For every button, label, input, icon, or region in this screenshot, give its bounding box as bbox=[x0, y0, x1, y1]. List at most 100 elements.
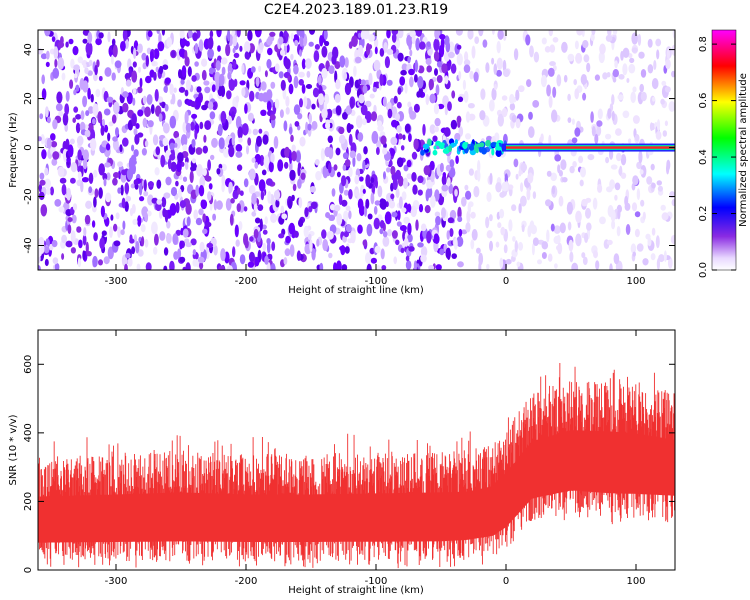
heatmap-cell bbox=[131, 113, 137, 127]
colorbar-tick-label: 0.0 bbox=[698, 262, 709, 278]
heatmap-cell bbox=[640, 91, 647, 102]
heatmap-cell bbox=[93, 169, 98, 178]
heatmap-cell bbox=[228, 145, 235, 158]
heatmap-cell bbox=[647, 64, 654, 74]
heatmap-cell bbox=[671, 70, 675, 78]
heatmap-cell bbox=[660, 98, 665, 105]
heatmap-cell bbox=[266, 241, 271, 254]
heatmap-cell bbox=[65, 90, 70, 102]
heatmap-cell bbox=[227, 71, 232, 80]
heatmap-cell bbox=[491, 87, 497, 101]
heatmap-cell bbox=[433, 38, 440, 52]
heatmap-cell bbox=[403, 216, 410, 224]
heatmap-cell bbox=[651, 78, 659, 90]
heatmap-cell bbox=[84, 67, 89, 74]
heatmap-cell bbox=[262, 134, 269, 145]
heatmap-cell bbox=[220, 110, 227, 124]
heatmap-cell bbox=[167, 158, 172, 170]
heatmap-cell bbox=[275, 63, 280, 72]
heatmap-cell bbox=[230, 198, 235, 204]
heatmap-cell bbox=[486, 191, 492, 203]
heatmap-cell bbox=[309, 186, 316, 193]
heatmap-cell bbox=[530, 224, 537, 235]
heatmap-cell bbox=[251, 211, 257, 217]
heatmap-cell bbox=[400, 145, 405, 151]
heatmap-cell bbox=[193, 163, 198, 171]
heatmap-cell bbox=[370, 177, 375, 183]
heatmap-cell bbox=[44, 30, 51, 37]
heatmap-cell bbox=[51, 240, 58, 248]
heatmap-cell bbox=[188, 30, 193, 39]
heatmap-cell bbox=[547, 253, 553, 262]
heatmap-cell bbox=[441, 184, 449, 192]
heatmap-cell bbox=[665, 58, 671, 70]
heatmap-cell bbox=[429, 124, 436, 134]
heatmap-cell bbox=[235, 151, 243, 158]
heatmap-cell bbox=[284, 146, 290, 158]
heatmap-cell bbox=[254, 256, 260, 267]
heatmap-cell bbox=[200, 199, 208, 210]
heatmap-cell bbox=[647, 38, 653, 48]
heatmap-cell bbox=[479, 142, 485, 148]
heatmap-cell bbox=[515, 173, 519, 180]
heatmap-cell bbox=[362, 188, 366, 194]
heatmap-cell bbox=[423, 165, 431, 176]
heatmap-cell bbox=[154, 233, 159, 246]
heatmap-cell bbox=[185, 79, 191, 91]
heatmap-cell bbox=[650, 163, 655, 171]
heatmap-cell bbox=[639, 83, 644, 93]
heatmap-cell bbox=[300, 172, 306, 180]
heatmap-cell bbox=[663, 250, 667, 262]
heatmap-cell bbox=[497, 222, 502, 229]
heatmap-cell bbox=[532, 237, 539, 246]
heatmap-cell bbox=[143, 179, 147, 192]
heatmap-cell bbox=[301, 58, 306, 70]
heatmap-cell bbox=[655, 130, 662, 140]
heatmap-cell bbox=[185, 242, 192, 248]
heatmap-cell bbox=[285, 95, 290, 107]
heatmap-cell bbox=[395, 188, 400, 199]
heatmap-cell bbox=[382, 147, 388, 155]
heatmap-cell bbox=[102, 172, 108, 181]
heatmap-cell bbox=[93, 73, 98, 82]
heatmap-cell bbox=[207, 37, 214, 50]
heatmap-cell bbox=[631, 202, 638, 212]
heatmap-cell bbox=[306, 70, 311, 78]
heatmap-cell bbox=[441, 207, 446, 219]
heatmap-cell bbox=[50, 186, 54, 196]
heatmap-cell bbox=[271, 241, 276, 251]
heatmap-cell bbox=[190, 121, 195, 131]
heatmap-cell bbox=[189, 170, 194, 183]
heatmap-cell bbox=[173, 130, 180, 139]
heatmap-cell bbox=[46, 116, 51, 124]
heatmap-cell bbox=[131, 70, 138, 83]
heatmap-cell bbox=[250, 66, 256, 73]
heatmap-cell bbox=[331, 55, 337, 65]
heatmap-cell bbox=[263, 155, 270, 169]
heatmap-cell bbox=[57, 166, 65, 178]
heatmap-cell bbox=[206, 242, 214, 249]
heatmap-cell bbox=[255, 76, 260, 87]
heatmap-cell bbox=[456, 236, 464, 248]
heatmap-cell bbox=[366, 223, 373, 237]
heatmap-cell bbox=[298, 71, 305, 78]
heatmap-cell bbox=[583, 54, 590, 63]
heatmap-cell bbox=[202, 213, 207, 223]
heatmap-cell bbox=[458, 70, 462, 80]
heatmap-cell bbox=[596, 120, 603, 127]
spectrogram-frame bbox=[37, 29, 676, 271]
heatmap-cell bbox=[297, 178, 302, 189]
heatmap-cell bbox=[365, 198, 370, 209]
heatmap-cell bbox=[405, 260, 412, 270]
heatmap-cell bbox=[354, 189, 360, 197]
heatmap-cell bbox=[370, 192, 375, 205]
heatmap-cell bbox=[352, 156, 356, 168]
heatmap-cell bbox=[145, 75, 152, 84]
heatmap-cell bbox=[112, 101, 120, 115]
heatmap-cell bbox=[666, 48, 671, 60]
heatmap-cell bbox=[413, 138, 419, 150]
heatmap-cell bbox=[357, 224, 363, 234]
snr-y-axis-label: SNR (10 * v/v) bbox=[8, 414, 19, 485]
heatmap-cell bbox=[269, 114, 276, 121]
heatmap-cell bbox=[115, 127, 119, 137]
